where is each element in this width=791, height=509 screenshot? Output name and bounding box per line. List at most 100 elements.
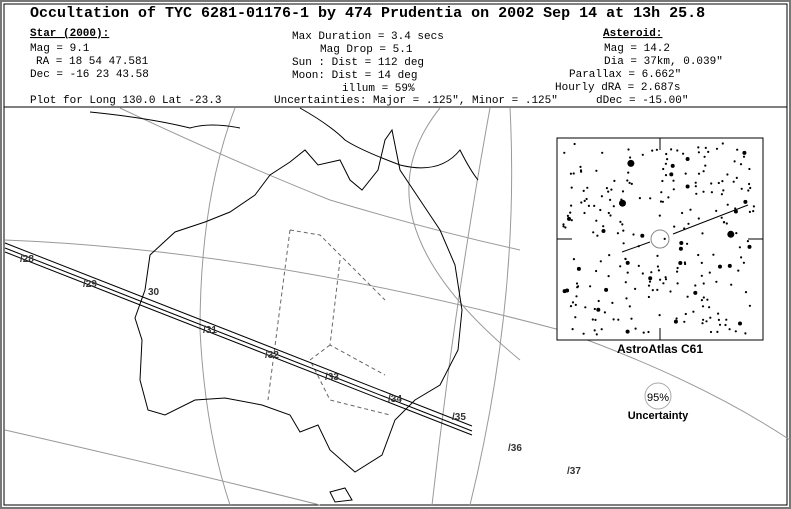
star <box>721 180 724 183</box>
star <box>569 305 573 308</box>
star <box>610 188 613 191</box>
star <box>649 197 652 200</box>
star <box>715 147 719 150</box>
time-label: /37 <box>567 466 581 477</box>
plot-location: Plot for Long 130.0 Lat -23.3 <box>30 95 221 107</box>
star <box>634 287 637 290</box>
star <box>641 153 644 156</box>
star <box>638 197 642 200</box>
star <box>702 170 705 173</box>
star <box>661 179 664 183</box>
time-label: /35 <box>452 412 466 423</box>
star <box>647 284 651 287</box>
star <box>624 257 627 261</box>
star <box>747 244 752 249</box>
star <box>667 196 670 199</box>
star <box>687 222 690 225</box>
time-label: /29 <box>83 279 97 290</box>
star <box>648 276 653 281</box>
star <box>664 278 668 281</box>
star <box>694 284 697 287</box>
star <box>679 241 684 245</box>
star <box>701 305 705 308</box>
star <box>738 321 742 326</box>
star <box>657 269 661 272</box>
star <box>689 208 692 211</box>
star <box>661 200 665 203</box>
star <box>621 190 625 193</box>
event-line: Max Duration = 3.4 secs <box>292 31 444 43</box>
star <box>632 233 635 236</box>
star <box>700 274 703 277</box>
star <box>595 269 598 273</box>
star <box>752 210 755 213</box>
star <box>706 298 709 301</box>
star <box>569 211 572 214</box>
star <box>612 205 615 208</box>
star <box>743 199 748 204</box>
star <box>717 318 721 321</box>
star <box>651 149 654 152</box>
star <box>602 225 605 228</box>
star <box>728 328 731 331</box>
star <box>607 190 610 193</box>
confidence: 95% <box>647 392 669 404</box>
star <box>670 148 673 151</box>
star <box>701 232 704 235</box>
star <box>694 185 697 188</box>
star <box>571 328 574 331</box>
star <box>749 186 752 190</box>
star <box>589 285 592 288</box>
star <box>725 318 728 321</box>
star <box>730 283 733 286</box>
star <box>574 303 577 306</box>
star <box>627 171 630 174</box>
time-label: /28 <box>20 254 34 265</box>
star <box>726 203 729 206</box>
time-label: /32 <box>265 350 279 361</box>
star <box>572 258 576 261</box>
star <box>628 305 631 308</box>
star <box>734 330 737 333</box>
star <box>737 269 740 272</box>
time-label: /34 <box>388 394 402 405</box>
star-line: Dec = -16 23 43.58 <box>30 69 149 81</box>
star <box>692 310 695 313</box>
star <box>744 332 747 335</box>
star <box>715 209 718 212</box>
star <box>626 179 629 182</box>
star <box>701 322 704 325</box>
star <box>659 200 663 203</box>
star <box>669 290 672 293</box>
star <box>585 197 588 201</box>
star <box>628 181 631 184</box>
star <box>660 191 663 194</box>
star <box>682 152 685 155</box>
star <box>676 266 679 270</box>
star <box>570 204 573 207</box>
star <box>662 167 665 171</box>
star <box>725 222 728 225</box>
star <box>656 254 659 257</box>
star <box>591 318 594 321</box>
inner-frame <box>3 3 788 506</box>
time-label: /33 <box>325 372 339 383</box>
star <box>734 207 737 210</box>
star <box>664 174 668 177</box>
star <box>562 289 567 294</box>
time-label: /36 <box>508 443 522 454</box>
star <box>739 163 743 166</box>
star <box>704 146 707 149</box>
time-label: 30 <box>148 287 160 298</box>
star <box>605 187 609 190</box>
star <box>648 280 652 283</box>
star <box>693 290 698 295</box>
star <box>586 186 589 189</box>
star <box>599 260 602 263</box>
star-line: Mag = 9.1 <box>30 43 90 55</box>
star <box>672 179 675 182</box>
star <box>607 275 610 278</box>
star <box>658 214 661 217</box>
star <box>720 193 724 196</box>
star <box>705 320 708 323</box>
